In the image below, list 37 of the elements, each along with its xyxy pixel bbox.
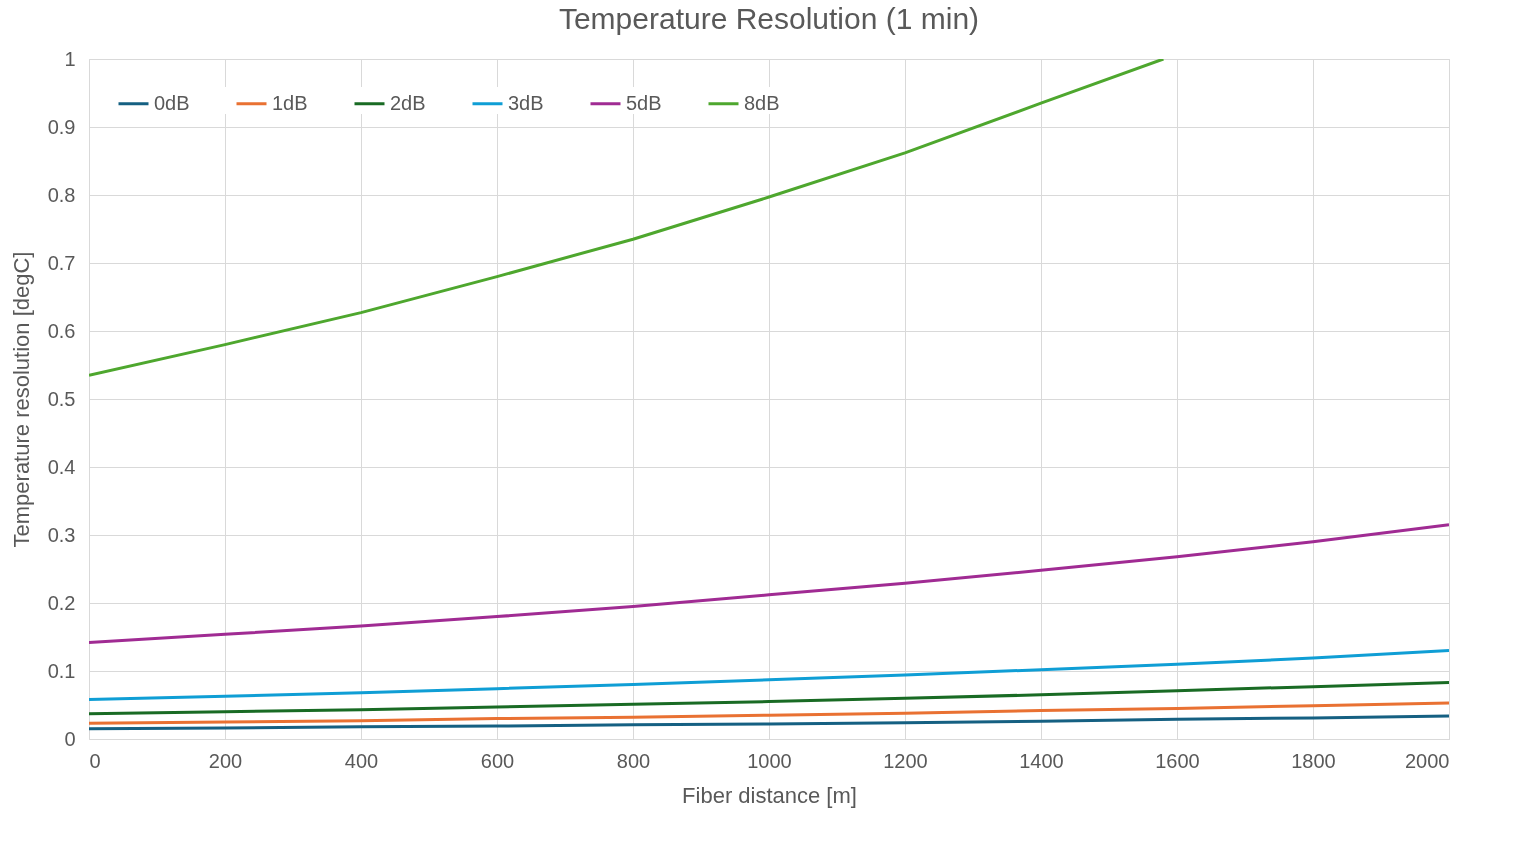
- line-series: [89, 59, 1165, 377]
- y-axis-title: Temperature resolution [degC]: [8, 251, 34, 548]
- legend-label: 0dB: [154, 91, 190, 114]
- line-series: [89, 701, 1449, 725]
- chart-title: Temperature Resolution (1 min): [558, 2, 980, 35]
- x-tick-label: 1400: [1019, 749, 1064, 772]
- line-series: [89, 681, 1449, 716]
- x-tick-label: 0: [89, 749, 101, 772]
- y-tick-label: 0.4: [47, 455, 76, 478]
- x-tick-label: 1000: [747, 749, 792, 772]
- y-tick-label: 0.2: [47, 591, 76, 614]
- legend-label: 1dB: [272, 91, 308, 114]
- x-tick-label: 1200: [883, 749, 928, 772]
- x-axis-title: Fiber distance [m]: [682, 782, 857, 808]
- y-tick-label: 0.5: [47, 387, 76, 410]
- x-tick-label: 200: [208, 749, 243, 772]
- y-tick-label: 0.7: [47, 251, 76, 274]
- x-tick-label: 1600: [1155, 749, 1200, 772]
- y-tick-label: 0.3: [47, 523, 76, 546]
- line-series: [89, 649, 1449, 702]
- y-tick-label: 0.9: [47, 115, 76, 138]
- x-tick-label: 400: [344, 749, 379, 772]
- x-tick-label: 2000: [1405, 749, 1450, 772]
- legend-label: 3dB: [508, 91, 544, 114]
- y-tick-label: 1: [64, 47, 76, 70]
- line-series: [89, 523, 1449, 644]
- legend-label: 8dB: [744, 91, 780, 114]
- x-tick-label: 600: [480, 749, 515, 772]
- y-tick-label: 0.8: [47, 183, 76, 206]
- legend-label: 2dB: [390, 91, 426, 114]
- x-tick-label: 1800: [1291, 749, 1336, 772]
- y-tick-label: 0.1: [47, 659, 76, 682]
- y-tick-label: 0: [64, 727, 76, 750]
- x-tick-label: 800: [616, 749, 651, 772]
- legend-label: 5dB: [626, 91, 662, 114]
- y-tick-label: 0.6: [47, 319, 76, 342]
- line-series: [89, 714, 1449, 731]
